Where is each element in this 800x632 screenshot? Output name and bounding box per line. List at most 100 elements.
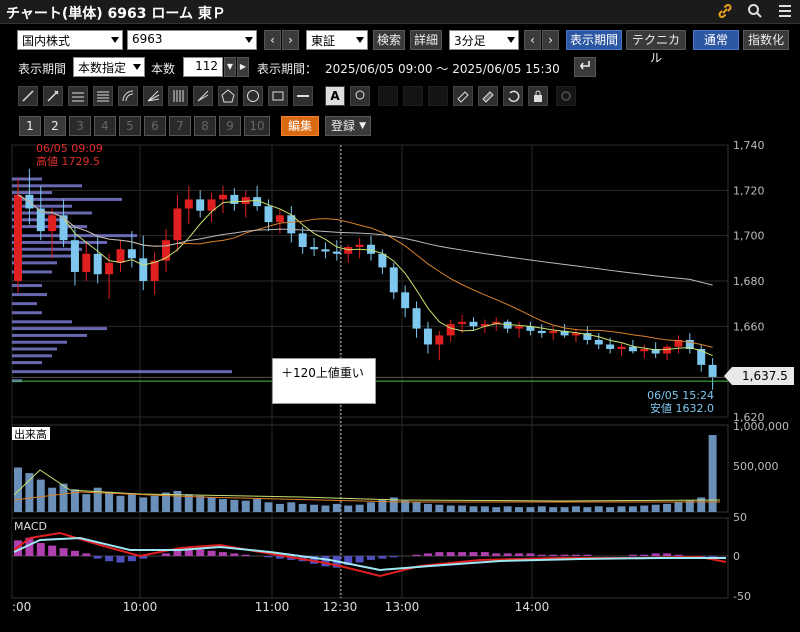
- market-select-value: 国内株式: [22, 34, 71, 48]
- candle-body: [332, 251, 341, 254]
- layout-tab-5[interactable]: 5: [119, 116, 141, 136]
- hand-tool-icon[interactable]: [428, 86, 448, 106]
- candle-body: [435, 335, 444, 345]
- copy-tool-icon[interactable]: [378, 86, 398, 106]
- prev-interval-button[interactable]: ‹: [524, 30, 541, 50]
- count-up-button[interactable]: ▶: [237, 57, 249, 77]
- candle-body: [560, 330, 569, 336]
- pen-tool-icon[interactable]: [43, 86, 63, 106]
- volume-profile-bar: [12, 347, 57, 351]
- register-button[interactable]: 登録 ▼: [325, 116, 371, 136]
- volume-bar: [173, 490, 182, 512]
- interval-select[interactable]: 3分足: [449, 30, 519, 50]
- text-tool-icon[interactable]: A: [325, 86, 345, 106]
- candle-body: [537, 330, 546, 334]
- display-mode-select[interactable]: 本数指定: [73, 57, 145, 77]
- candle-body: [36, 208, 45, 232]
- lock-tool-icon[interactable]: [528, 86, 548, 106]
- macd-histogram-bar: [139, 556, 148, 559]
- candle-body: [446, 324, 455, 336]
- count-input[interactable]: 112: [183, 57, 223, 77]
- volume-bar: [640, 505, 649, 512]
- volume-bar: [458, 505, 467, 512]
- volume-ma-line: [13, 469, 721, 502]
- layout-tab-9[interactable]: 9: [219, 116, 241, 136]
- volume-bar: [469, 506, 478, 512]
- indexed-button[interactable]: 指数化: [743, 30, 789, 50]
- circle-tool-icon[interactable]: [243, 86, 263, 106]
- market-select[interactable]: 国内株式: [17, 30, 123, 50]
- layout-tab-3[interactable]: 3: [69, 116, 91, 136]
- channel-tool-icon[interactable]: [68, 86, 88, 106]
- icon-tool-icon[interactable]: [350, 86, 370, 106]
- edit-button[interactable]: 編集: [281, 116, 319, 136]
- horizontal-lines-tool-icon[interactable]: [93, 86, 113, 106]
- macd-histogram-bar: [344, 556, 353, 566]
- macd-histogram-bar: [480, 552, 489, 556]
- count-down-button[interactable]: ▼: [224, 57, 236, 77]
- layout-tab-7[interactable]: 7: [169, 116, 191, 136]
- volume-bar: [298, 503, 307, 512]
- volume-bar: [515, 507, 524, 512]
- volume-bar: [48, 487, 57, 512]
- rectangle-tool-icon[interactable]: [268, 86, 288, 106]
- stock-chart[interactable]: 1,740 1,720 1,700 1,680 1,660 1,620:00 10:00 11…: [0, 140, 800, 632]
- vertical-lines-tool-icon[interactable]: [168, 86, 188, 106]
- candle-body: [287, 215, 296, 234]
- trendline-tool-icon[interactable]: [18, 86, 38, 106]
- fibonacci-arc-tool-icon[interactable]: [118, 86, 138, 106]
- layout-tab-2[interactable]: 2: [44, 116, 66, 136]
- paste-tool-icon[interactable]: [403, 86, 423, 106]
- normal-button[interactable]: 通常: [693, 30, 739, 50]
- next-code-button[interactable]: ›: [282, 30, 299, 50]
- pentagon-tool-icon[interactable]: [218, 86, 238, 106]
- next-interval-button[interactable]: ›: [542, 30, 559, 50]
- technical-button[interactable]: テクニカル: [626, 30, 686, 65]
- layout-tab-10[interactable]: 10: [244, 116, 270, 136]
- menu-icon[interactable]: [776, 2, 794, 20]
- search-icon[interactable]: [746, 2, 764, 20]
- macd-histogram-bar: [241, 554, 250, 556]
- layout-tab-8[interactable]: 8: [194, 116, 216, 136]
- hline-tool-icon[interactable]: [293, 86, 313, 106]
- candle-body: [82, 253, 91, 272]
- register-label: 登録: [331, 119, 356, 133]
- link-icon[interactable]: [716, 2, 734, 20]
- exchange-select[interactable]: 東証: [306, 30, 368, 50]
- candle-body: [583, 333, 592, 340]
- candle-body: [321, 249, 330, 252]
- layout-tab-6[interactable]: 6: [144, 116, 166, 136]
- search-button[interactable]: 検索: [373, 30, 405, 50]
- volume-profile-bar: [12, 311, 42, 315]
- candle-body: [162, 240, 171, 261]
- macd-histogram-bar: [446, 552, 455, 556]
- macd-histogram-bar: [674, 554, 683, 556]
- annotation-tooltip: ＋120上値重い: [272, 358, 376, 404]
- reset-range-button[interactable]: [574, 57, 596, 77]
- candle-body: [423, 328, 432, 345]
- volume-bar: [367, 502, 375, 512]
- gann-tool-icon[interactable]: [193, 86, 213, 106]
- fan-tool-icon[interactable]: [143, 86, 163, 106]
- drawing-tools: A: [0, 86, 800, 110]
- prev-code-button[interactable]: ‹: [264, 30, 281, 50]
- detail-button[interactable]: 詳細: [410, 30, 442, 50]
- time-tick-label: 10:00: [123, 600, 158, 614]
- volume-bar: [583, 507, 592, 512]
- settings-tool-icon[interactable]: [556, 86, 576, 106]
- volume-bar: [162, 492, 171, 512]
- window-title: チャート(単体) 6963 ローム 東Ｐ: [6, 6, 226, 22]
- layout-tab-4[interactable]: 4: [94, 116, 116, 136]
- macd-histogram-bar: [503, 553, 512, 556]
- eraser-all-tool-icon[interactable]: [478, 86, 498, 106]
- layout-tab-1[interactable]: 1: [19, 116, 41, 136]
- eraser-tool-icon[interactable]: [453, 86, 473, 106]
- macd-histogram-bar: [25, 537, 34, 556]
- display-period-button[interactable]: 表示期間: [566, 30, 622, 50]
- macd-histogram-bar: [367, 556, 375, 560]
- undo-tool-icon[interactable]: [503, 86, 523, 106]
- macd-histogram-bar: [310, 556, 319, 564]
- volume-bar: [127, 494, 136, 512]
- macd-histogram-bar: [378, 556, 387, 559]
- code-select[interactable]: 6963: [127, 30, 257, 50]
